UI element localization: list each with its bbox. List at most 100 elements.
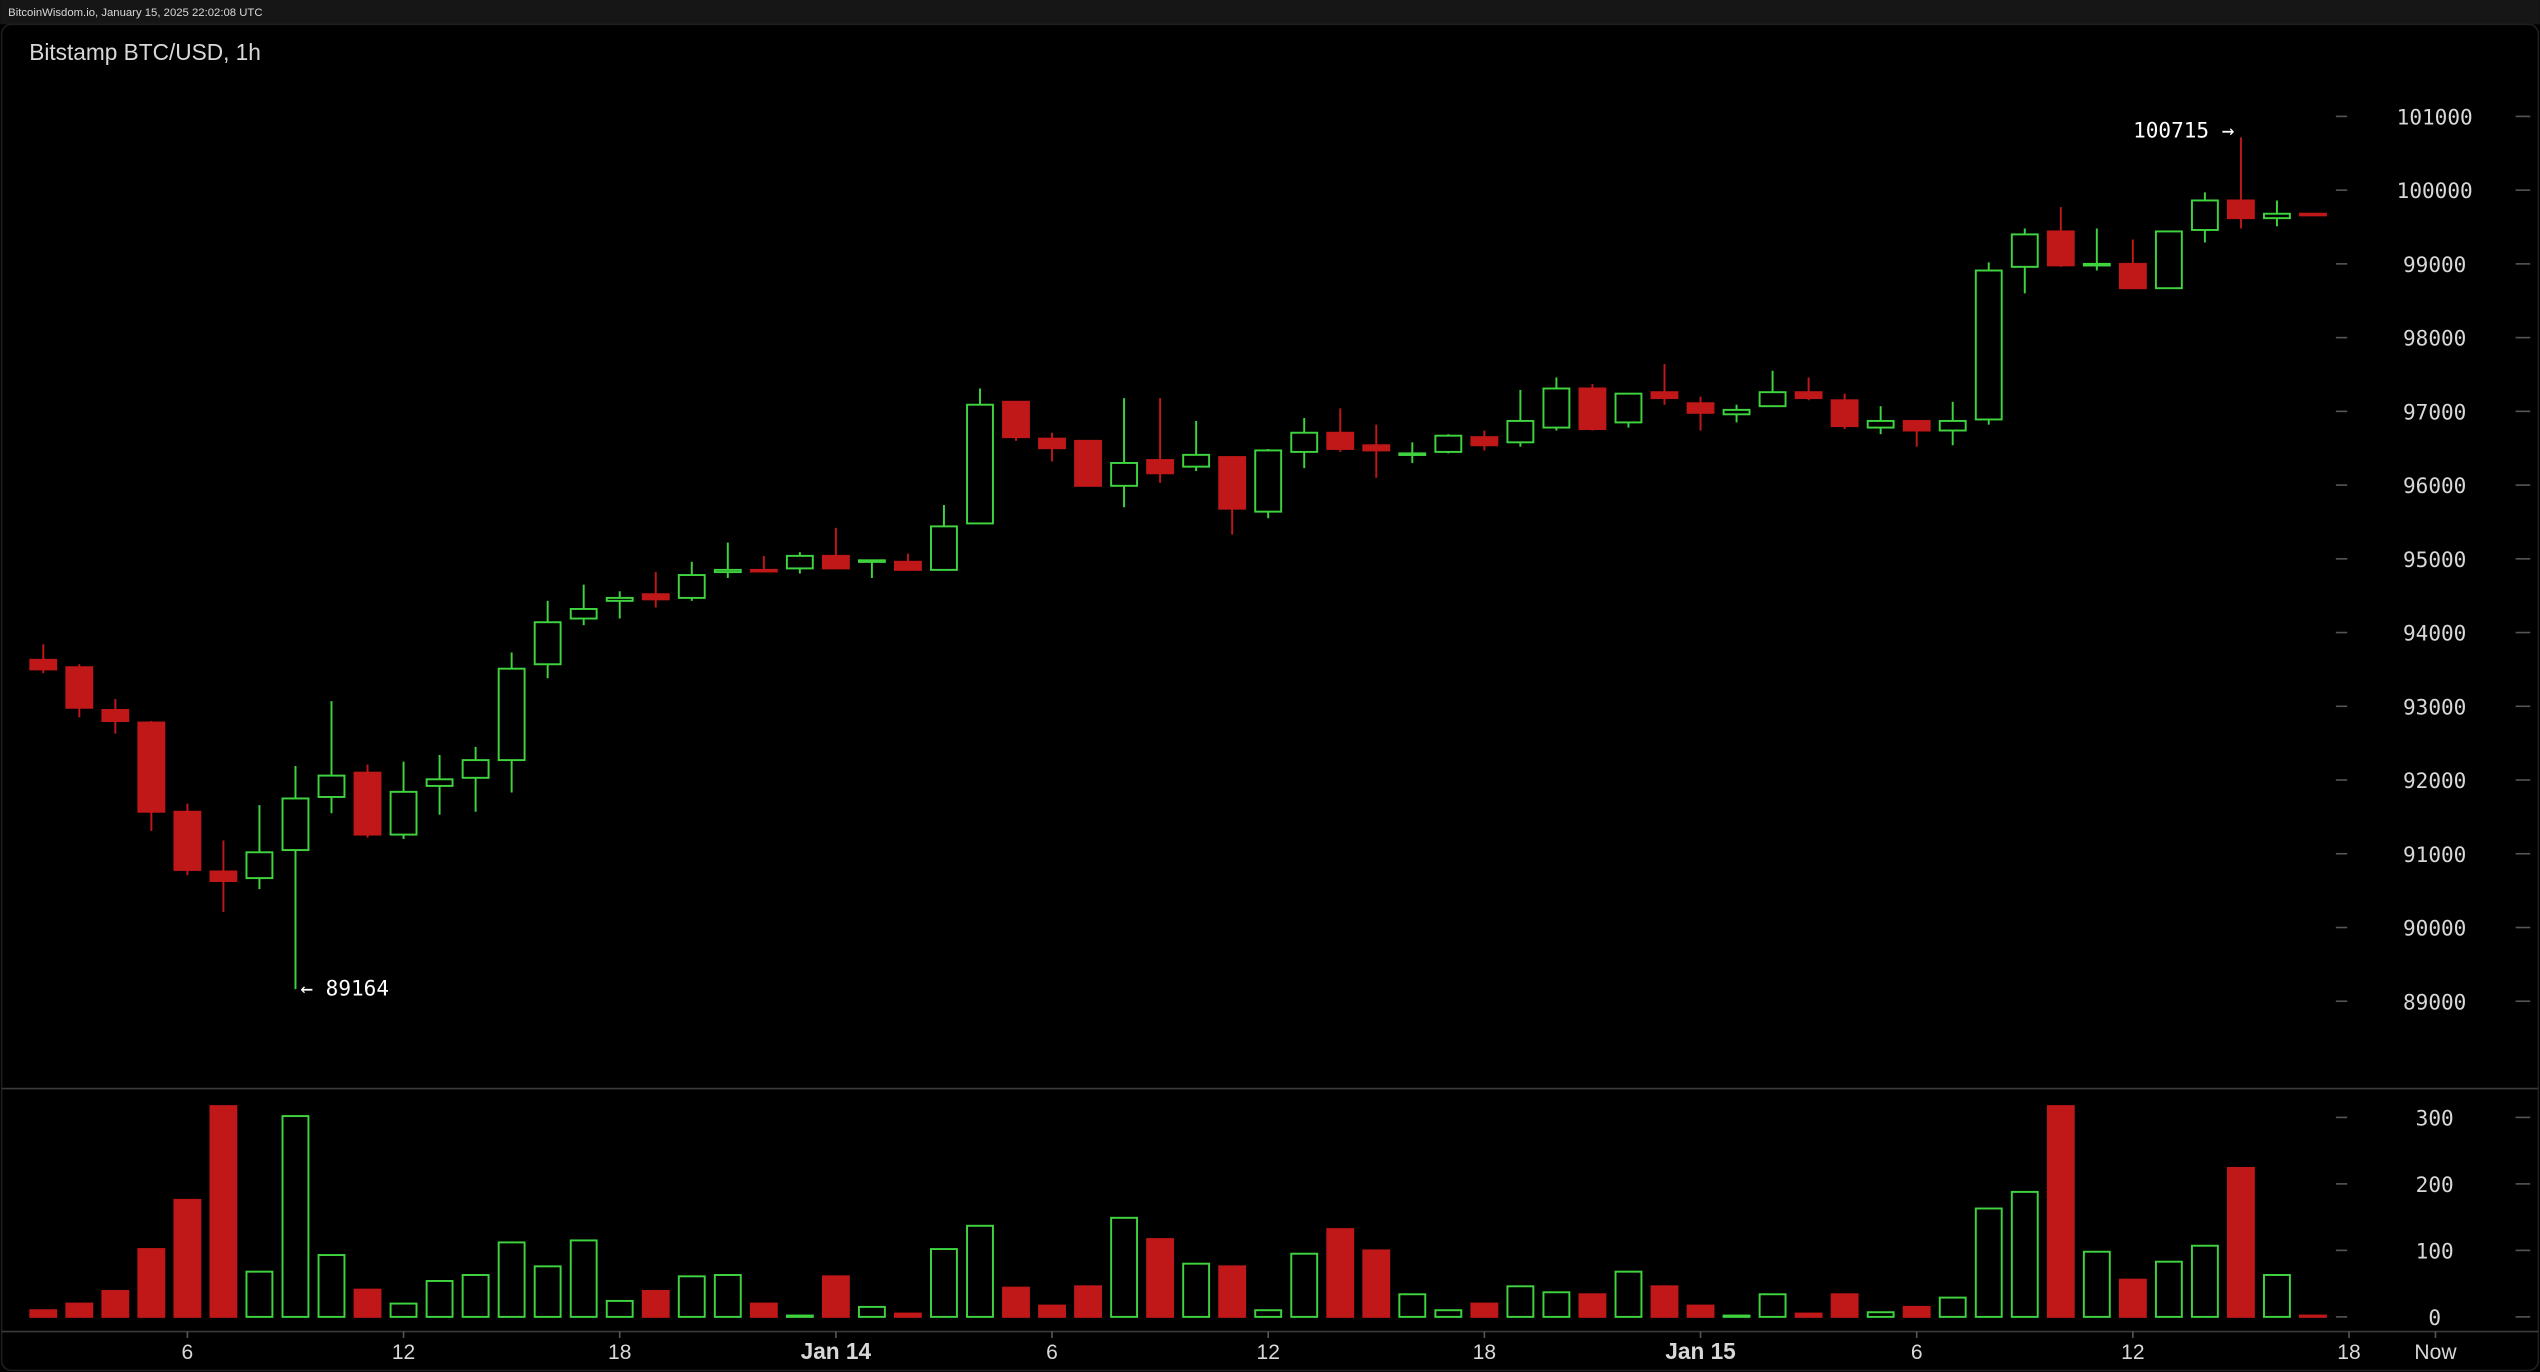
y-tick-label: 89000 (2403, 989, 2466, 1014)
candle-body (1506, 419, 1535, 444)
candle-body (1038, 437, 1066, 450)
volume-bar (1074, 1285, 1102, 1318)
volume-bar (389, 1302, 418, 1318)
volume-bar (1434, 1309, 1463, 1318)
volume-bar (857, 1305, 886, 1318)
candle-body (821, 554, 850, 570)
volume-bar (677, 1275, 706, 1318)
x-tick-label: 18 (1473, 1341, 1496, 1364)
volume-bar (1578, 1293, 1607, 1318)
candle-body (1938, 419, 1967, 432)
volume-bar (966, 1224, 994, 1318)
volume-bar (1218, 1265, 1247, 1318)
volume-bar (461, 1274, 490, 1318)
candle-body (29, 658, 58, 671)
x-tick-label: 12 (1256, 1341, 1279, 1364)
volume-bar (785, 1314, 814, 1318)
volume-bar (930, 1248, 958, 1318)
volume-bar (1326, 1228, 1355, 1318)
candle-body (641, 593, 670, 601)
candle-body (281, 797, 310, 852)
candle-body (533, 621, 562, 666)
y-tick-label: 93000 (2403, 694, 2466, 719)
volume-bar (533, 1265, 562, 1318)
candle-body (2299, 212, 2327, 217)
volume-bar (2226, 1166, 2255, 1318)
volume-bar (713, 1274, 742, 1318)
candle-body (1722, 408, 1751, 416)
candle-body (1470, 436, 1499, 447)
candle-body (2226, 199, 2255, 220)
chart-panel (0, 23, 2540, 1372)
candle-body (785, 554, 814, 570)
volume-bar (641, 1289, 670, 1318)
candle-body (893, 560, 922, 571)
y-tick-label: 98000 (2403, 326, 2466, 351)
candle-body (2010, 233, 2039, 268)
volume-bar (605, 1299, 634, 1318)
candle-body (569, 607, 598, 620)
volume-bar (1182, 1262, 1211, 1318)
volume-bar (1974, 1207, 2003, 1318)
candle-body (1398, 452, 1427, 456)
candle-body (209, 870, 238, 883)
volume-bar (2046, 1105, 2075, 1318)
volume-bar (1542, 1291, 1571, 1318)
candle-body (1650, 391, 1679, 400)
volume-tick-label: 200 (2416, 1172, 2454, 1197)
x-tick-label: 18 (608, 1341, 631, 1364)
candle-body (1290, 431, 1319, 453)
volume-bar (101, 1289, 130, 1318)
candle-body (2190, 199, 2219, 231)
volume-bar (1506, 1285, 1535, 1318)
candle-body (930, 525, 958, 571)
volume-bar (1614, 1270, 1643, 1318)
x-tick-label: 12 (2121, 1341, 2144, 1364)
candle-body (1974, 269, 2003, 421)
candle-body (1434, 434, 1463, 453)
top-bar (0, 0, 2540, 25)
volume-bar (281, 1115, 310, 1318)
volume-bar (2082, 1250, 2111, 1318)
volume-bar (1794, 1312, 1823, 1318)
y-tick-label: 96000 (2403, 473, 2466, 498)
volume-bar (425, 1280, 454, 1318)
volume-bar (1866, 1311, 1895, 1318)
volume-bar (137, 1248, 166, 1318)
candle-body (1794, 391, 1823, 400)
candle-body (2263, 212, 2291, 220)
volume-bar (209, 1105, 238, 1318)
candle-body (749, 568, 778, 573)
volume-bar (1002, 1286, 1030, 1318)
candle-body (173, 810, 202, 871)
candle-body (65, 666, 94, 709)
volume-bar (1398, 1293, 1427, 1318)
candle-body (317, 774, 346, 798)
volume-bar (893, 1312, 922, 1318)
volume-bar (821, 1275, 850, 1318)
volume-bar (1038, 1304, 1066, 1318)
candle-body (2082, 262, 2111, 267)
high-annotation: 100715 → (2133, 117, 2234, 142)
volume-bar (749, 1302, 778, 1318)
candle-body (1110, 461, 1139, 487)
x-tick-label: 18 (2337, 1341, 2360, 1364)
volume-bar (1830, 1293, 1859, 1318)
volume-bar (1722, 1314, 1751, 1318)
candle-body (1758, 391, 1787, 408)
volume-bar (1938, 1296, 1967, 1318)
candle-body (1578, 387, 1607, 431)
candle-body (1902, 419, 1931, 432)
volume-bar (2154, 1260, 2183, 1318)
y-tick-label: 90000 (2403, 916, 2466, 941)
volume-tick-label: 100 (2416, 1238, 2454, 1263)
candle-body (137, 721, 166, 813)
volume-bar (497, 1241, 526, 1318)
candle-body (713, 568, 742, 574)
candle-body (1002, 400, 1030, 439)
y-tick-label: 97000 (2403, 399, 2466, 424)
x-tick-label: Now (2414, 1341, 2457, 1364)
volume-tick-label: 300 (2416, 1106, 2454, 1131)
candle-body (1614, 392, 1643, 424)
